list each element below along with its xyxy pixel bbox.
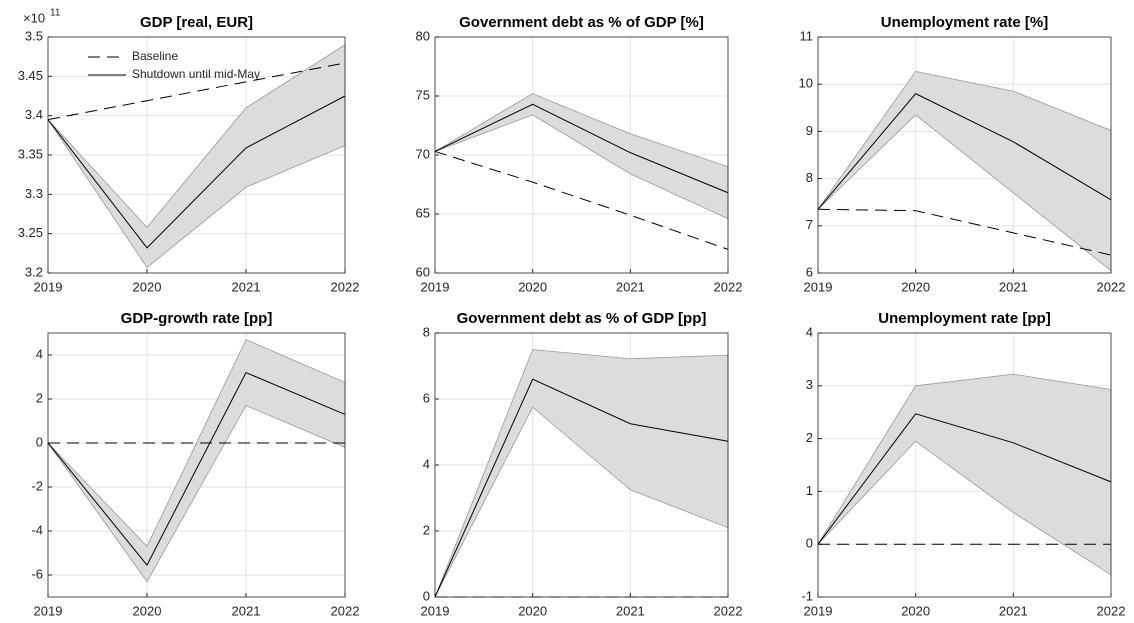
x-tick-label: 2019 [421,603,450,618]
y-tick-label: 7 [806,217,813,232]
y-tick-label: 10 [799,76,813,91]
y-tick-label: -2 [31,478,43,493]
axes-box [434,36,729,274]
y-tick-label: 3.35 [18,146,43,161]
y-exponent-base: ×10 [23,10,45,25]
x-tick-label: 2022 [331,603,360,618]
y-tick-label: 0 [806,536,813,551]
y-tick-label: 80 [416,28,430,43]
y-tick-label: 4 [806,324,813,339]
y-tick-label: 3.3 [25,186,43,201]
series-line [47,371,346,567]
y-tick-label: 3 [806,377,813,392]
y-tick-label: 3.5 [25,28,43,43]
x-tick-label: 2019 [34,603,63,618]
y-tick-label: 70 [416,146,430,161]
y-tick-label: 1 [806,483,813,498]
y-tick-label: 11 [800,28,814,43]
y-tick-label: 2 [423,522,430,537]
x-tick-label: 2022 [331,279,360,294]
axes-box [434,332,729,598]
y-tick-label: 6 [806,264,813,279]
chart-title: GDP-growth rate [pp] [121,310,273,327]
x-tick-label: 2019 [804,279,833,294]
chart-title: Government debt as % of GDP [pp] [457,310,707,327]
x-tick-label: 2019 [804,603,833,618]
legend-label: Baseline [132,49,178,63]
y-tick-label: 0 [423,588,430,603]
axes-box [817,36,1112,274]
axes-box [47,36,346,274]
x-tick-label: 2021 [232,279,261,294]
y-tick-label: 65 [416,205,430,220]
x-tick-label: 2020 [901,279,930,294]
y-tick-label: 75 [416,87,430,102]
series-line [817,413,1112,545]
y-tick-label: 0 [36,434,43,449]
x-tick-label: 2022 [1097,603,1126,618]
y-tick-label: 9 [806,123,813,138]
y-tick-label: 2 [806,430,813,445]
series-line [817,208,1112,256]
y-exponent: 11 [50,8,61,19]
chart-title: Unemployment rate [pp] [878,310,1051,327]
x-tick-label: 2020 [518,603,547,618]
axes-box [47,332,346,598]
chart-title: Unemployment rate [%] [881,14,1049,31]
y-tick-label: 3.45 [18,68,43,83]
y-tick-label: -6 [31,566,43,581]
series-line [47,95,346,249]
y-tick-label: 4 [36,346,43,361]
y-tick-label: 6 [423,390,430,405]
axes-box [817,332,1112,598]
y-tick-label: 60 [416,264,430,279]
series-line [434,103,729,194]
series-line [434,378,729,598]
series-line [817,93,1112,210]
y-tick-label: 8 [423,324,430,339]
x-tick-label: 2021 [616,279,645,294]
x-tick-label: 2021 [999,279,1028,294]
x-tick-label: 2021 [999,603,1028,618]
series-line [47,62,346,121]
y-tick-label: -1 [801,588,813,603]
y-tick-label: -4 [31,522,43,537]
chart-title: GDP [real, EUR] [140,14,253,31]
x-tick-label: 2021 [616,603,645,618]
x-tick-label: 2020 [133,279,162,294]
series-line [434,150,729,250]
y-tick-label: 3.25 [18,225,43,240]
x-tick-label: 2021 [232,603,261,618]
x-tick-label: 2020 [133,603,162,618]
x-tick-label: 2022 [1097,279,1126,294]
y-tick-label: 3.2 [25,264,43,279]
x-tick-label: 2020 [518,279,547,294]
x-tick-label: 2020 [901,603,930,618]
x-tick-label: 2019 [421,279,450,294]
chart-title: Government debt as % of GDP [%] [459,14,704,31]
y-tick-label: 8 [806,170,813,185]
y-tick-label: 4 [423,456,430,471]
x-tick-label: 2022 [714,603,743,618]
x-tick-label: 2019 [34,279,63,294]
y-tick-label: 2 [36,390,43,405]
legend-label: Shutdown until mid-May [132,67,260,81]
y-tick-label: 3.4 [25,107,43,122]
x-tick-label: 2022 [714,279,743,294]
